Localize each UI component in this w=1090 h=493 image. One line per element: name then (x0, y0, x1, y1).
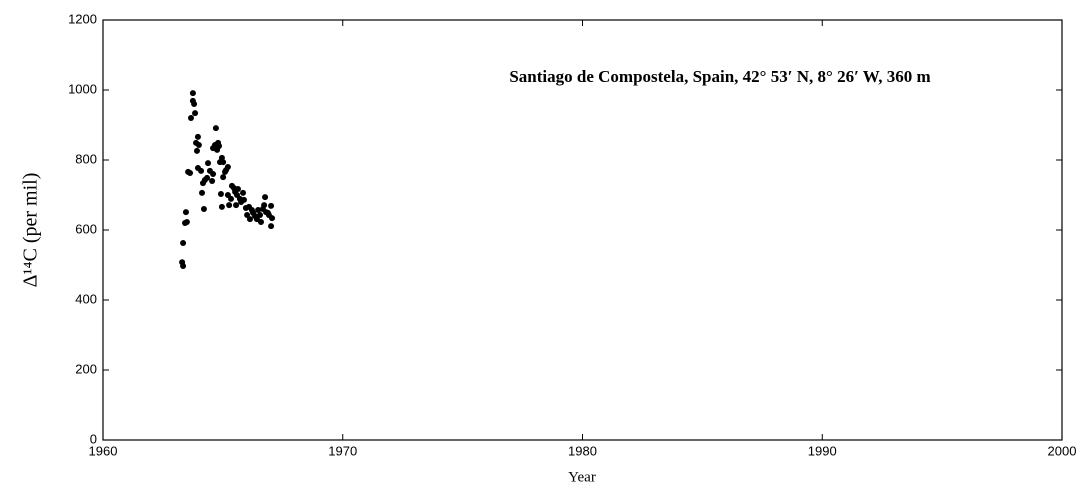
point (180, 239, 187, 246)
y-tick-label: 800 (75, 151, 97, 166)
point (187, 115, 194, 121)
x-tick-label: 1980 (568, 443, 597, 458)
point (246, 216, 253, 223)
y-axis-label: Δ¹⁴C (per mil) (20, 173, 42, 288)
point (199, 189, 206, 196)
point (262, 194, 269, 201)
point (261, 202, 268, 209)
y-tick-label: 0 (90, 431, 97, 446)
y-tick-label: 200 (75, 361, 97, 376)
x-tick-label: 1960 (89, 443, 118, 458)
point (257, 211, 264, 218)
point (191, 101, 198, 107)
point (268, 202, 275, 209)
point (217, 190, 224, 197)
point (244, 211, 251, 218)
point (218, 203, 225, 210)
point (209, 178, 216, 184)
point (216, 143, 223, 149)
y-tick-label: 1200 (68, 11, 97, 26)
point (234, 186, 241, 193)
x-tick-label: 1970 (328, 443, 357, 458)
point (204, 174, 211, 181)
point (198, 167, 205, 174)
point (240, 196, 247, 203)
y-tick-label: 400 (75, 291, 97, 306)
point (187, 169, 194, 176)
point (192, 110, 199, 117)
point (194, 133, 201, 140)
point (182, 209, 189, 216)
point (255, 207, 262, 214)
point (269, 215, 276, 222)
point (220, 159, 227, 166)
point (220, 174, 227, 181)
point (210, 171, 217, 177)
point (193, 147, 200, 154)
point (180, 263, 187, 270)
x-axis-label: Year (568, 469, 596, 485)
point (268, 223, 275, 230)
point (189, 90, 196, 97)
point (195, 141, 202, 148)
point (226, 202, 233, 209)
point (257, 218, 264, 225)
point (183, 218, 190, 225)
point (240, 189, 247, 196)
point (233, 202, 240, 209)
point (212, 125, 219, 132)
point (228, 195, 235, 202)
x-tick-label: 2000 (1048, 443, 1077, 458)
annotation: Santiago de Compostela, Spain, 42° 53′ N… (509, 67, 930, 86)
point (200, 206, 207, 212)
y-tick-label: 1000 (68, 81, 97, 96)
y-tick-label: 600 (75, 221, 97, 236)
point (224, 164, 231, 170)
point (205, 160, 212, 167)
x-tick-label: 1990 (808, 443, 837, 458)
